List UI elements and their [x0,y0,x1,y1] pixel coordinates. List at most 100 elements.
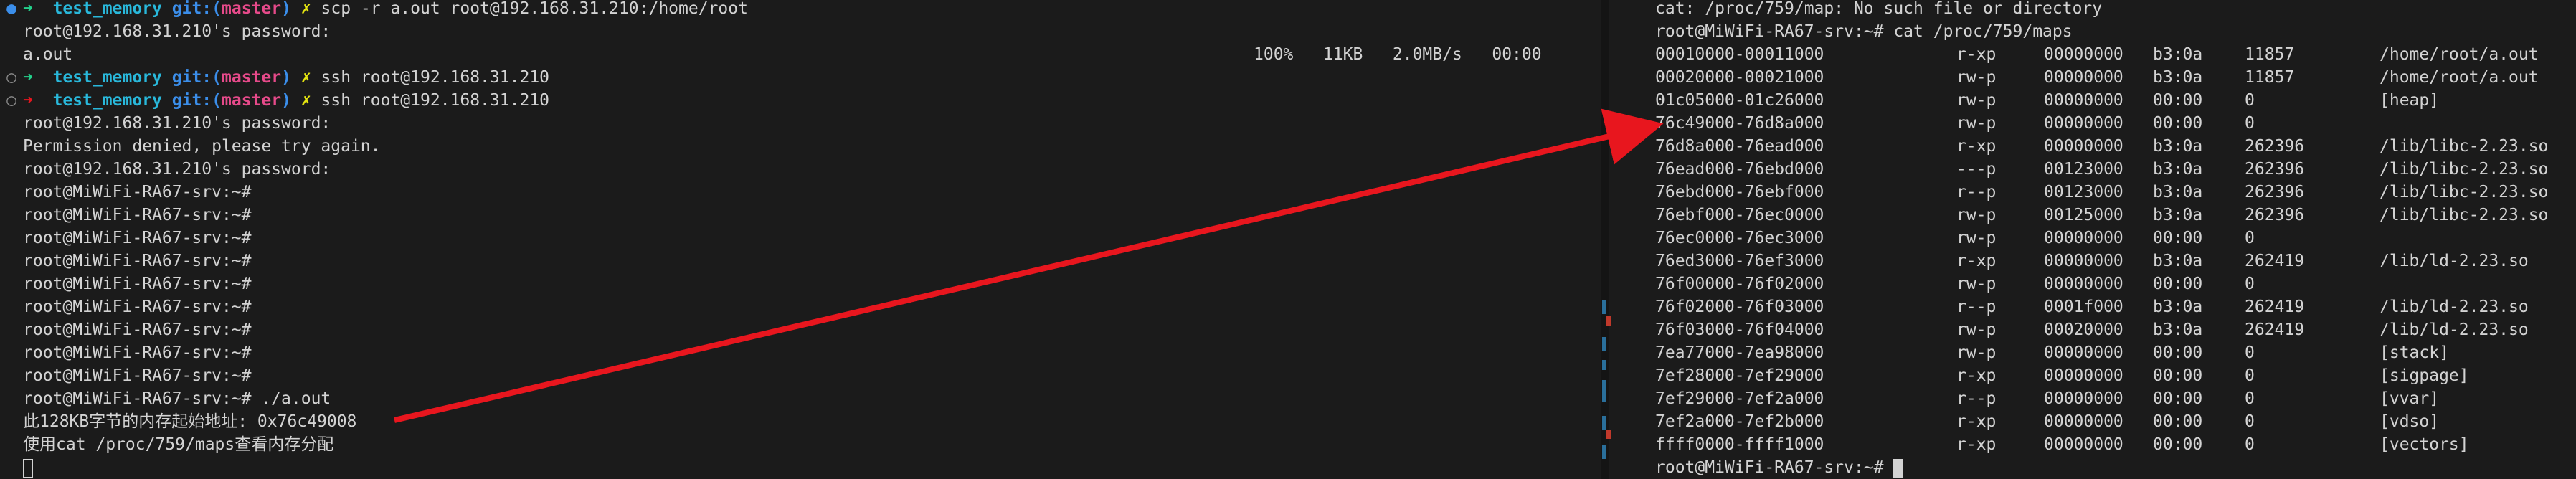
scrollbar-marker [1606,316,1611,326]
map-path: /lib/libc-2.23.so [2380,137,2549,156]
map-inode: 0 [2245,435,2255,454]
terminal-line: cat: /proc/759/map: No such file or dire… [1655,0,2102,20]
map-device: b3:0a [2153,45,2203,64]
map-device: b3:0a [2153,252,2203,270]
output-text: root@192.168.31.210's password: [23,114,331,133]
output-text: cat: /proc/759/map: No such file or dire… [1655,0,2103,18]
map-offset: 00000000 [2044,91,2123,110]
map-range: 7ea77000-7ea98000 [1655,343,1824,362]
terminal-line: 使用cat /proc/759/maps查看内存分配 [23,433,333,456]
map-perms: r-xp [1956,435,1997,454]
map-inode: 262396 [2245,206,2305,224]
transfer-eta: 00:00 [1492,45,1542,64]
map-inode: 262396 [2245,183,2305,201]
map-inode: 0 [2245,343,2255,362]
map-inode: 262419 [2245,321,2305,339]
prompt-branch: master [222,91,282,110]
map-offset: 00000000 [2044,252,2123,270]
map-offset: 00000000 [2044,412,2123,431]
map-range: 76f03000-76f04000 [1655,321,1824,339]
map-inode: 11857 [2245,68,2295,87]
map-perms: r-xp [1956,137,1997,156]
map-path: [vvar] [2380,389,2440,408]
x-mark-icon: ✗ [300,0,311,18]
prompt-git-label: git:( [171,0,222,18]
map-device: b3:0a [2153,68,2203,87]
scrollbar-marker [1602,416,1606,430]
terminal-line: root@MiWiFi-RA67-srv:~# [23,250,252,272]
prompt-git-close: ) [281,0,291,18]
terminal-pane-right[interactable]: cat: /proc/759/map: No such file or dire… [1609,0,2576,479]
terminal-line: root@MiWiFi-RA67-srv:~# [1655,456,1904,479]
arrow-right-icon: ➜ [23,68,33,87]
terminal-line: ● ➜ test_memory git:(master) ✗ scp -r a.o… [0,0,748,20]
text-cursor [23,458,33,478]
map-path: /lib/libc-2.23.so [2380,160,2549,179]
map-perms: rw-p [1956,91,1997,110]
arrow-right-icon: ➜ [23,0,33,18]
pane-divider[interactable] [1601,0,1609,479]
prompt-git-close: ) [281,68,291,87]
map-range: 00010000-00011000 [1655,45,1824,64]
scrollbar-marker [1602,380,1606,402]
map-perms: rw-p [1956,206,1997,224]
scrollbar-marker [1606,430,1611,439]
hollow-circle-icon: ○ [6,68,16,87]
map-perms: rw-p [1956,275,1997,293]
prompt-git-label: git:( [171,91,222,110]
map-range: 7ef2a000-7ef2b000 [1655,412,1824,431]
map-range: 76ead000-76ebd000 [1655,160,1824,179]
map-path: /home/root/a.out [2380,68,2539,87]
map-offset: 00000000 [2044,435,2123,454]
map-path: /home/root/a.out [2380,45,2539,64]
prompt-branch: master [222,68,282,87]
output-text: root@MiWiFi-RA67-srv:~# [23,321,252,339]
output-text: root@192.168.31.210's password: [23,160,331,179]
map-perms: ---p [1956,160,1997,179]
x-mark-icon: ✗ [300,91,311,110]
map-range: 76d8a000-76ead000 [1655,137,1824,156]
map-range: 76ebf000-76ec0000 [1655,206,1824,224]
map-offset: 0001f000 [2044,298,2123,316]
prompt-command: ssh root@192.168.31.210 [321,91,550,110]
map-inode: 0 [2245,229,2255,247]
map-offset: 00000000 [2044,229,2123,247]
scrollbar-marker [1602,337,1606,351]
prompt-directory: test_memory [52,91,162,110]
map-path: [vdso] [2380,412,2440,431]
terminal-line: root@MiWiFi-RA67-srv:~# ./a.out [23,387,331,410]
scrollbar-marker [1602,300,1606,314]
terminal-line: 此128KB字节的内存起始地址: 0x76c49008 [23,410,356,433]
hollow-circle-icon: ○ [6,91,16,110]
map-device: 00:00 [2153,389,2203,408]
output-text: root@MiWiFi-RA67-srv:~# [23,298,252,316]
prompt-command: ssh root@192.168.31.210 [321,68,550,87]
terminal-pane-left[interactable]: ● ➜ test_memory git:(master) ✗ scp -r a.o… [0,0,1601,479]
arrow-right-icon: ➜ [23,91,33,110]
map-path: /lib/ld-2.23.so [2380,298,2529,316]
output-text: Permission denied, please try again. [23,137,381,156]
map-inode: 0 [2245,366,2255,385]
map-range: 76ebd000-76ebf000 [1655,183,1824,201]
map-offset: 00125000 [2044,206,2123,224]
terminal-line: root@192.168.31.210's password: [23,112,331,135]
text-cursor [1893,458,1904,478]
map-range: 76ec0000-76ec3000 [1655,229,1824,247]
map-inode: 262419 [2245,252,2305,270]
output-text: root@MiWiFi-RA67-srv:~# ./a.out [23,389,331,408]
map-inode: 262396 [2245,137,2305,156]
prompt-branch: master [222,0,282,18]
map-perms: rw-p [1956,114,1997,133]
filled-circle-icon: ● [6,0,16,18]
terminal-line: root@MiWiFi-RA67-srv:~# [23,364,252,387]
map-device: 00:00 [2153,412,2203,431]
map-device: 00:00 [2153,275,2203,293]
map-perms: r-xp [1956,45,1997,64]
output-text: root@MiWiFi-RA67-srv:~# [23,206,252,224]
map-inode: 0 [2245,275,2255,293]
scrollbar-marker [1602,445,1606,459]
map-device: b3:0a [2153,321,2203,339]
map-range: 76f00000-76f02000 [1655,275,1824,293]
map-offset: 00000000 [2044,389,2123,408]
output-text: root@MiWiFi-RA67-srv:~# [23,229,252,247]
